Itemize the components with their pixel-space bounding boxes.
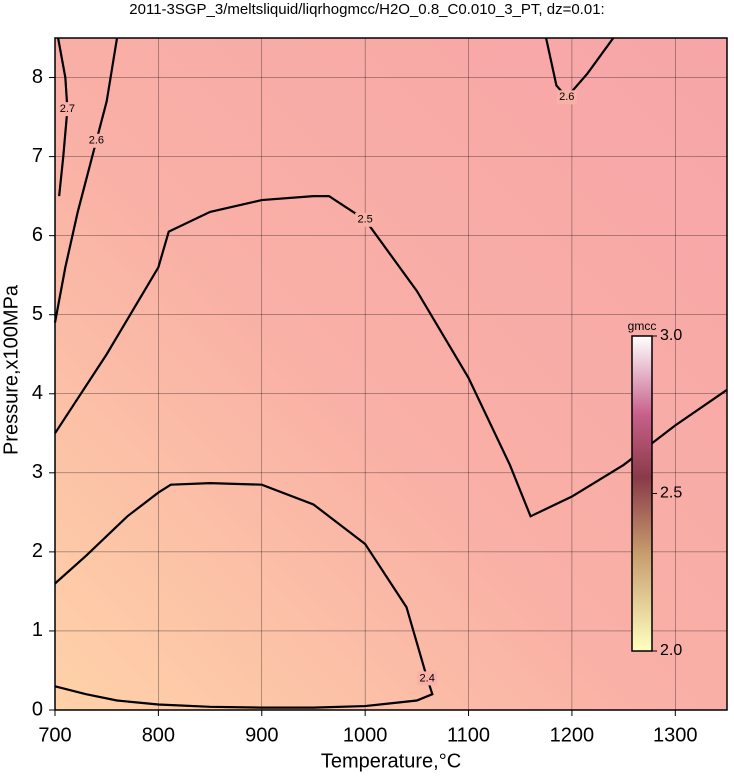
contour-label-bg: [57, 102, 78, 117]
contour-label: 2.4: [420, 672, 435, 684]
x-tick-label: 1300: [653, 724, 698, 746]
colorbar-tick-label: 2.5: [660, 485, 682, 502]
y-tick-label: 1: [32, 619, 43, 641]
x-tick-label: 1000: [343, 724, 388, 746]
x-axis-label: Temperature,°C: [321, 750, 461, 772]
contour-label-bg: [556, 90, 577, 105]
y-tick-label: 8: [32, 66, 43, 88]
x-tick-label: 1100: [447, 724, 490, 746]
contour-label-bg: [86, 133, 107, 148]
y-tick-label: 2: [32, 540, 43, 562]
contour-label-bg: [355, 212, 376, 227]
colorbar: [631, 335, 653, 652]
y-tick-label: 3: [32, 461, 43, 483]
plot-frame: [54, 37, 728, 711]
x-tick-label: 1200: [550, 724, 595, 746]
contour-label-bg: [417, 671, 438, 686]
contour-label: 2.7: [60, 103, 75, 115]
contour-label: 2.5: [358, 214, 373, 226]
y-tick-label: 4: [32, 382, 43, 404]
y-tick-label: 5: [32, 303, 43, 325]
chart-title: 2011-3SGP_3/meltsliquid/liqrhogmcc/H2O_0…: [129, 1, 604, 18]
contour-label: 2.6: [89, 135, 104, 147]
colorbar-label: gmcc: [628, 319, 657, 333]
contour-label: 2.6: [559, 91, 574, 103]
colorbar-tick-label: 3.0: [660, 327, 682, 344]
colorbar-tick-label: 2.0: [660, 642, 682, 659]
y-axis-label: Pressure,x100MPa: [0, 284, 22, 455]
x-tick-label: 700: [38, 724, 71, 746]
x-tick-label: 800: [142, 724, 175, 746]
y-tick-label: 7: [32, 145, 43, 167]
y-tick-label: 6: [32, 224, 43, 246]
y-tick-label: 0: [32, 698, 43, 720]
plot-area: [55, 38, 727, 710]
x-tick-label: 900: [245, 724, 278, 746]
